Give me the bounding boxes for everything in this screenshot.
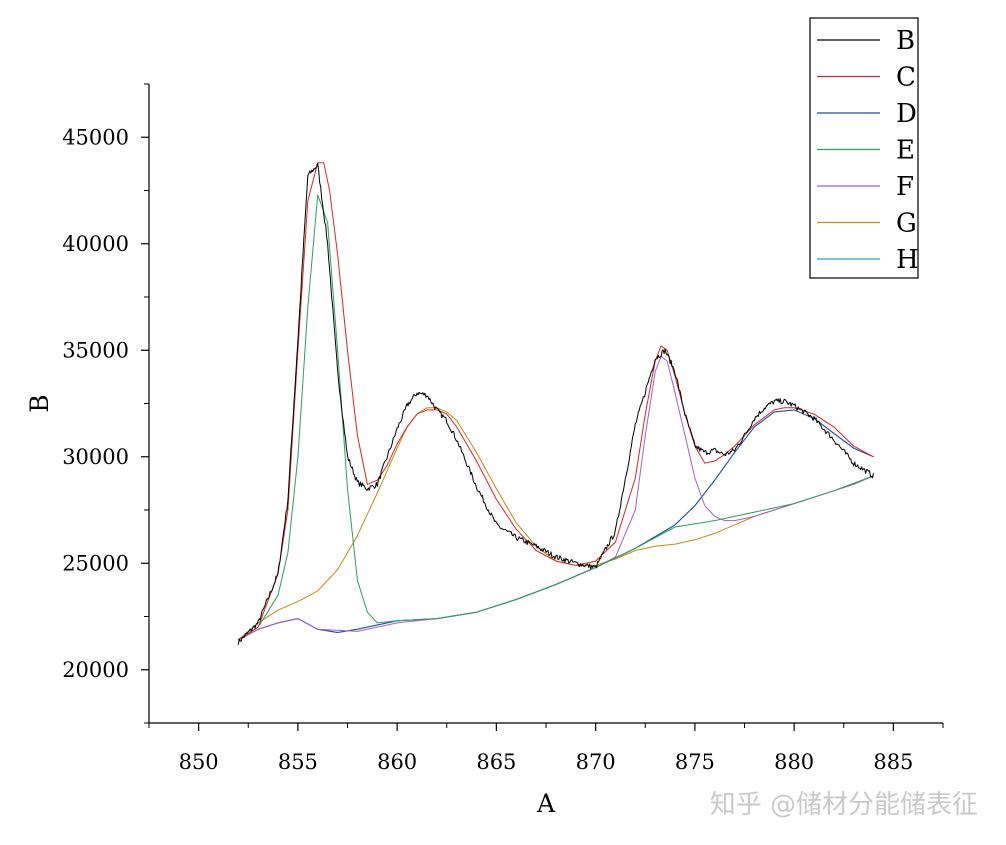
- x-tick-label: 875: [675, 750, 715, 774]
- y-tick-label: 25000: [62, 551, 129, 575]
- y-ticks: 20000 25000 30000 35000 40000 45000: [62, 83, 149, 724]
- series-line-c: [238, 162, 874, 641]
- x-tick-label: 865: [476, 750, 516, 774]
- y-tick-label: 30000: [62, 445, 129, 469]
- y-axis-title: B: [25, 394, 54, 412]
- x-tick-label: 885: [873, 750, 913, 774]
- legend-label-f: F: [896, 172, 914, 202]
- watermark: 知乎 @储材分能储表征: [709, 790, 978, 820]
- x-tick-label: 850: [179, 750, 219, 774]
- x-ticks: 850 855 860 865 870 875 880 885: [148, 723, 944, 774]
- y-tick-label: 40000: [62, 232, 129, 256]
- series-line-h: [238, 409, 874, 641]
- legend-label-g: G: [896, 209, 917, 239]
- series-line-f: [238, 356, 874, 641]
- legend-label-c: C: [896, 63, 916, 93]
- x-tick-label: 880: [774, 750, 814, 774]
- series-line-b: [237, 162, 874, 645]
- series-line-e: [238, 194, 874, 641]
- y-tick-label: 20000: [62, 658, 129, 682]
- y-tick-label: 45000: [62, 125, 129, 149]
- legend-label-e: E: [896, 136, 915, 166]
- legend-label-h: H: [896, 245, 919, 275]
- x-axis-title: A: [536, 789, 556, 818]
- legend-box: [809, 17, 919, 279]
- legend-label-b: B: [896, 26, 915, 56]
- series-layer: [237, 162, 874, 645]
- y-tick-label: 35000: [62, 338, 129, 362]
- legend-label-d: D: [896, 99, 917, 129]
- series-line-g: [237, 407, 874, 641]
- x-tick-label: 855: [278, 750, 318, 774]
- series-line-d: [238, 409, 874, 641]
- x-tick-label: 870: [576, 750, 616, 774]
- x-tick-label: 860: [377, 750, 417, 774]
